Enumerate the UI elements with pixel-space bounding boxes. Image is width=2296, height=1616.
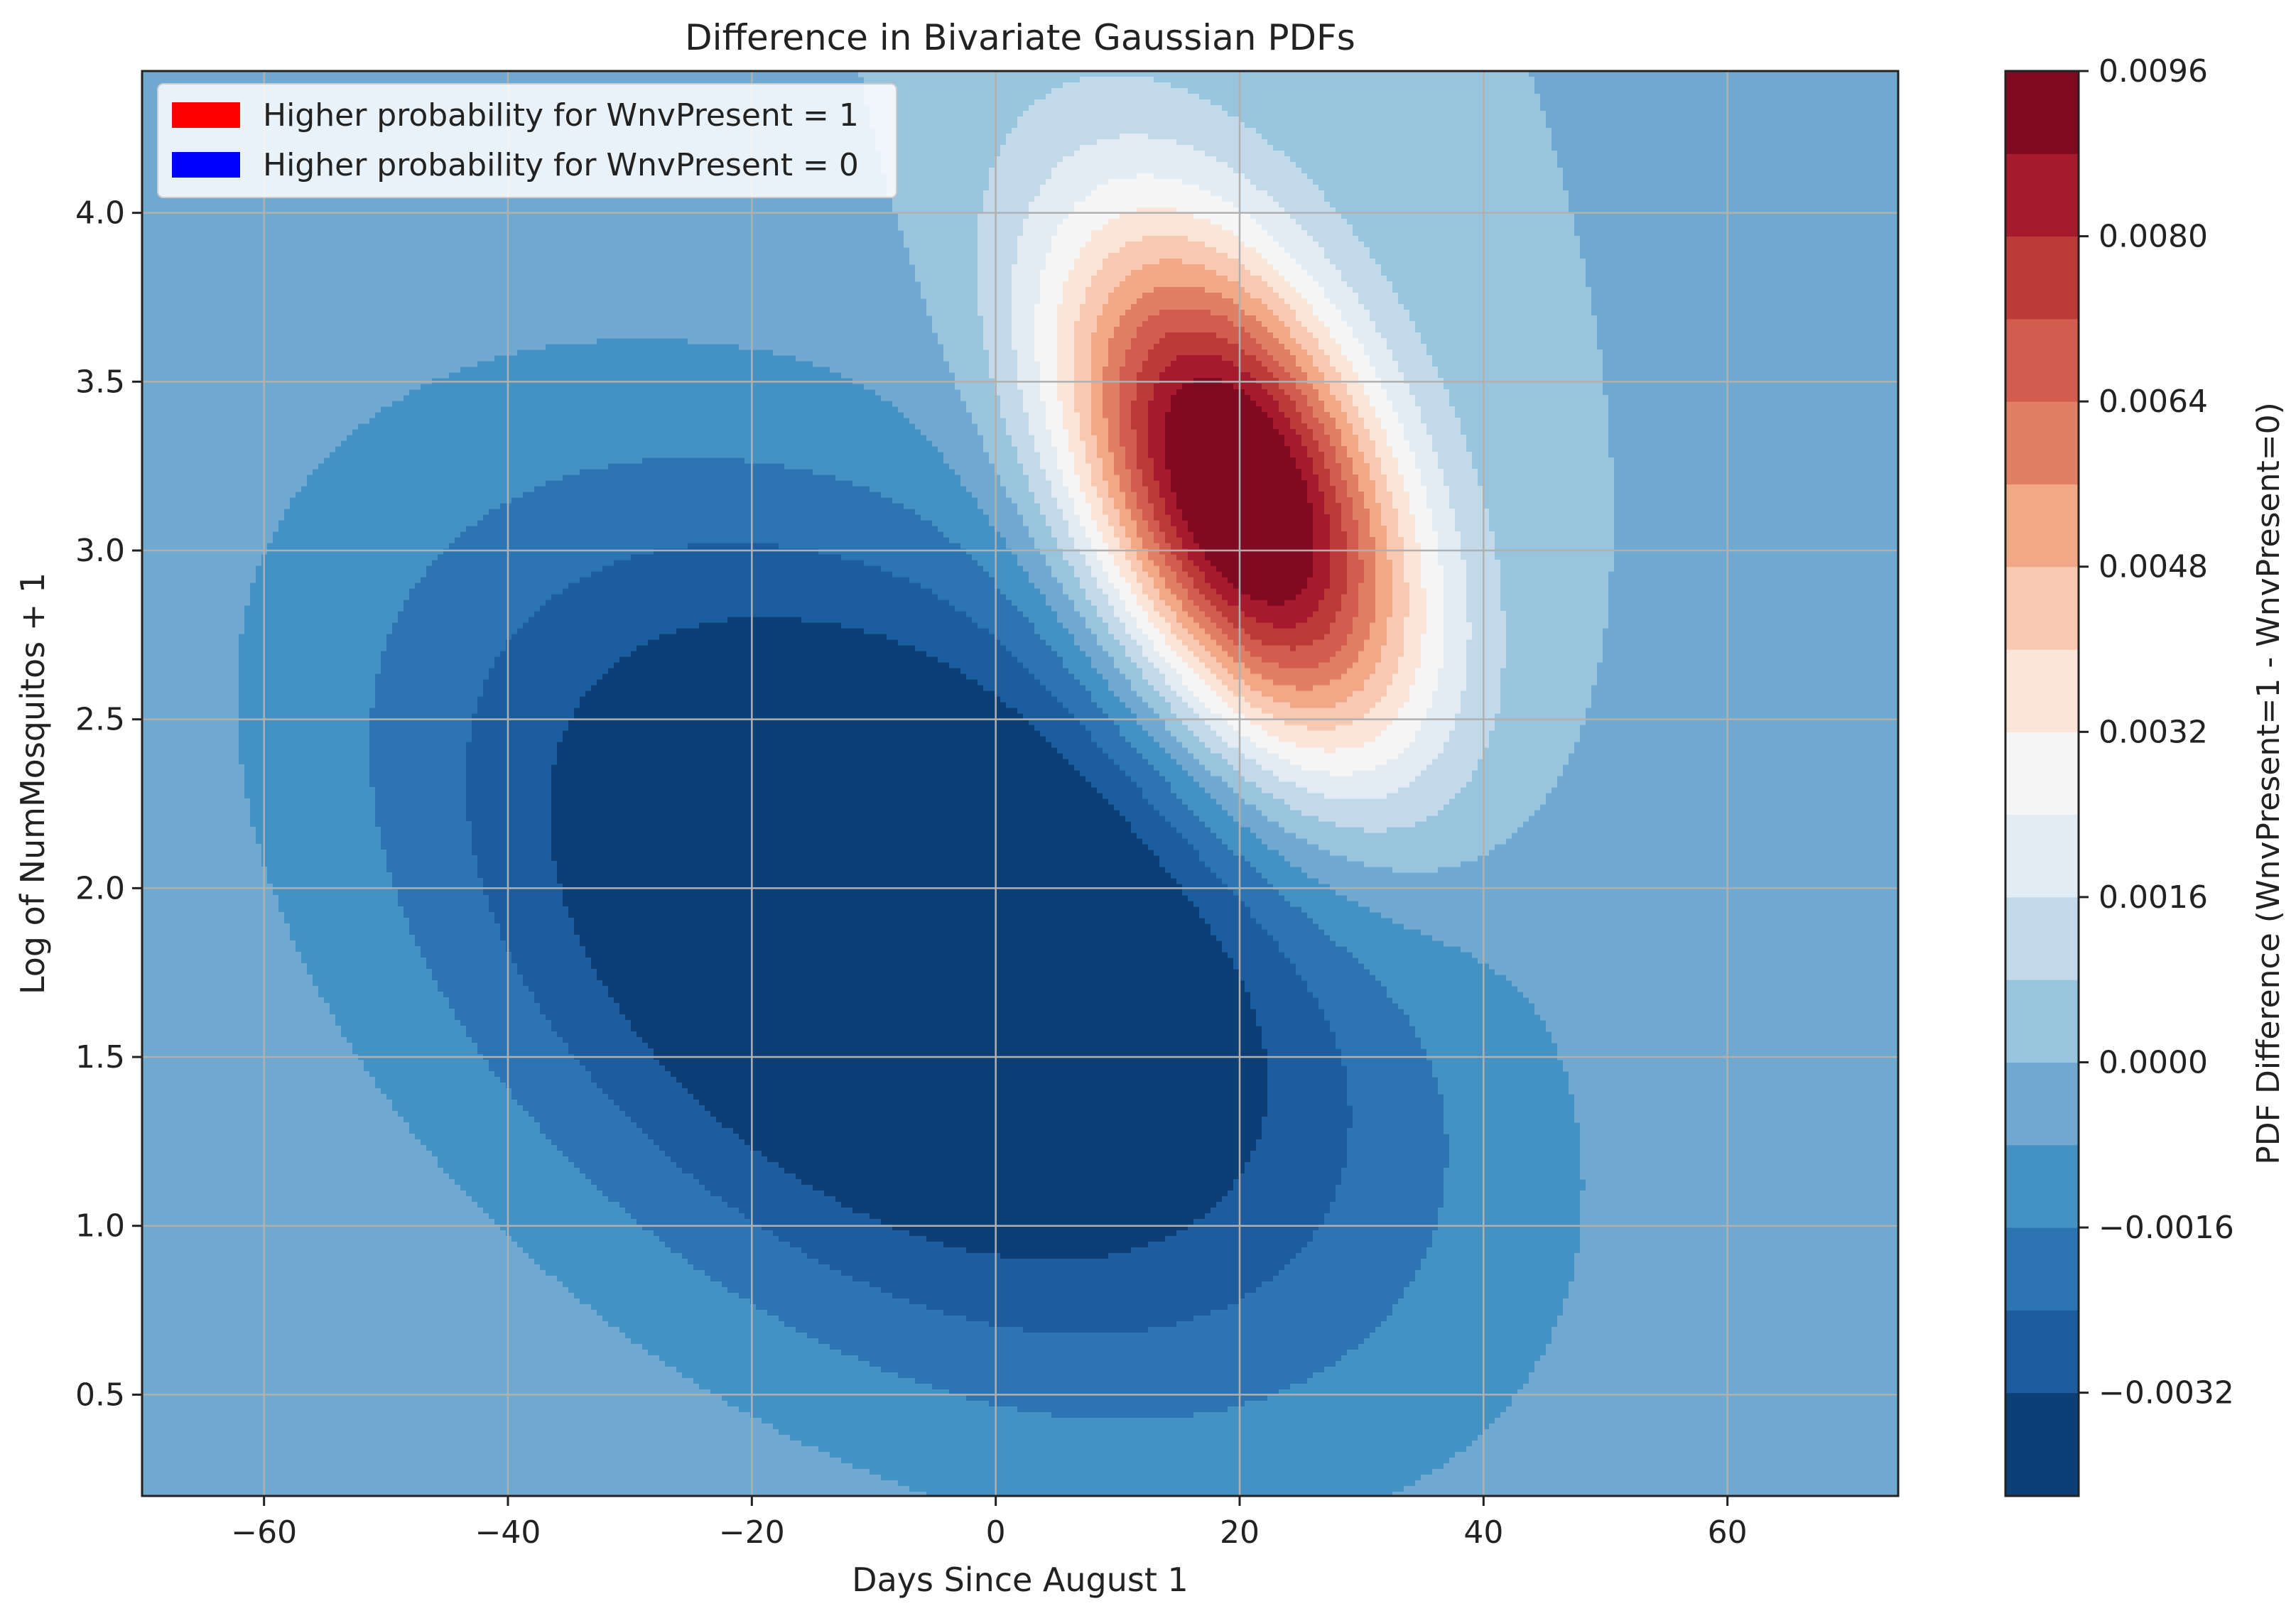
y-axis-ticks: 0.5 1.0 1.5 2.0 2.5 3.0 3.5 4.0 <box>75 195 142 1413</box>
colorbar-band <box>2005 236 2079 320</box>
contour-band-14 <box>1131 332 1347 651</box>
x-tick-label: 20 <box>1220 1514 1260 1551</box>
colorbar-tick-label: 0.0064 <box>2099 384 2208 420</box>
legend-swatch-wnv1 <box>172 102 240 128</box>
contour-band-8 <box>1034 173 1444 776</box>
colorbar-ticks: −0.0032 −0.0016 0.0000 0.0016 0.0032 0.0048 0.… <box>2079 53 2234 1411</box>
colorbar-band <box>2005 732 2079 815</box>
contour-band-2 <box>369 457 1449 1419</box>
contour-band-15 <box>1148 355 1330 629</box>
colorbar-frame <box>2004 70 2080 1497</box>
colorbar-label: PDF Difference (WnvPresent=1 - WnvPresen… <box>2251 402 2287 1164</box>
colorbar-band <box>2005 649 2079 732</box>
grid-lines <box>142 71 1898 1496</box>
legend: Higher probability for WnvPresent = 1 Hi… <box>157 83 897 198</box>
colorbar-band <box>2005 71 2079 154</box>
colorbar-tick-label: 0.0000 <box>2099 1044 2208 1080</box>
colorbar-band <box>2005 1227 2079 1311</box>
x-tick-label: −40 <box>475 1514 541 1551</box>
x-axis-label: Days Since August 1 <box>852 1561 1188 1599</box>
contour-band-6 <box>978 77 1506 833</box>
colorbar-band <box>2005 566 2079 650</box>
contour-band-13 <box>1120 310 1364 668</box>
x-tick-label: −60 <box>231 1514 297 1551</box>
colorbar-band <box>2005 153 2079 237</box>
contour-band-3 <box>239 338 1586 1496</box>
legend-label-wnv1: Higher probability for WnvPresent = 1 <box>263 97 859 134</box>
colorbar-band <box>2005 814 2079 898</box>
colorbar-band <box>2005 896 2079 980</box>
contour-layer <box>142 71 1898 1496</box>
x-axis-ticks: −60 −40 −20 0 20 40 60 <box>231 1496 1748 1551</box>
contour-band-7 <box>1012 134 1472 799</box>
y-tick-label: 0.5 <box>75 1377 125 1413</box>
y-tick-label: 4.0 <box>75 195 125 232</box>
y-tick-label: 3.0 <box>75 533 125 569</box>
y-axis-label: Log of NumMosquitos + 1 <box>13 573 52 994</box>
plot-frame <box>141 70 1900 1497</box>
contour-band-0 <box>551 617 1267 1259</box>
colorbar-band <box>2005 484 2079 568</box>
contour-band-12 <box>1103 287 1375 691</box>
colorbar-band <box>2005 1392 2079 1497</box>
colorbar-band <box>2005 980 2079 1063</box>
x-tick-label: 40 <box>1463 1514 1503 1551</box>
colorbar-tick-label: 0.0080 <box>2099 219 2208 255</box>
colorbar-tick-label: 0.0096 <box>2099 53 2208 90</box>
contour-band-5 <box>858 71 1614 873</box>
chart-title: Difference in Bivariate Gaussian PDFs <box>685 17 1355 58</box>
colorbar-tick-label: 0.0016 <box>2099 879 2208 916</box>
y-tick-label: 3.5 <box>75 364 125 400</box>
colorbar-band <box>2005 318 2079 402</box>
x-tick-label: −20 <box>719 1514 785 1551</box>
y-tick-label: 1.5 <box>75 1039 125 1075</box>
legend-swatch-wnv0 <box>172 152 240 178</box>
colorbar-tick-label: 0.0032 <box>2099 714 2208 750</box>
contour-band-9 <box>1057 207 1426 754</box>
colorbar-band <box>2005 401 2079 484</box>
y-tick-label: 1.0 <box>75 1208 125 1244</box>
colorbar: −0.0032 −0.0016 0.0000 0.0016 0.0032 0.0048 0.… <box>2004 53 2287 1497</box>
colorbar-band <box>2005 1144 2079 1228</box>
x-tick-label: 0 <box>986 1514 1006 1551</box>
x-tick-label: 60 <box>1708 1514 1748 1551</box>
contour-band-11 <box>1091 259 1392 708</box>
colorbar-tick-label: −0.0016 <box>2099 1210 2234 1246</box>
colorbar-tick-label: 0.0048 <box>2099 549 2208 585</box>
colorbar-tick-label: −0.0032 <box>2099 1375 2234 1411</box>
legend-box <box>157 83 897 198</box>
y-tick-label: 2.0 <box>75 870 125 906</box>
y-tick-label: 2.5 <box>75 702 125 738</box>
contour-band-1 <box>466 543 1353 1333</box>
legend-label-wnv0: Higher probability for WnvPresent = 0 <box>263 147 859 183</box>
colorbar-band <box>2005 1062 2079 1146</box>
contour-band-10 <box>1074 236 1409 731</box>
plot-area <box>142 71 1898 1496</box>
colorbar-bands <box>2005 71 2079 1497</box>
colorbar-band <box>2005 1310 2079 1394</box>
